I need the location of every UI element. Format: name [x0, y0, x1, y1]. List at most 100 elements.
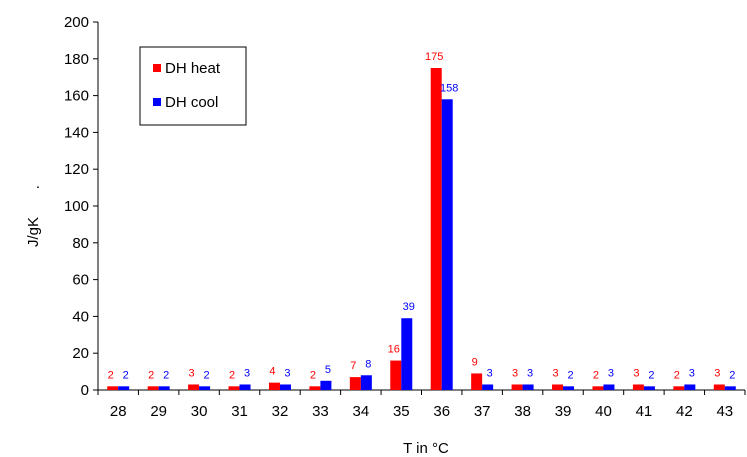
bar-dh-cool: [441, 99, 453, 390]
bar-dh-heat: [430, 68, 442, 390]
data-label-dh-heat: 3: [714, 367, 720, 379]
data-label-dh-cool: 2: [729, 369, 735, 381]
data-label-dh-heat: 2: [310, 369, 316, 381]
bar-dh-cool: [603, 384, 615, 390]
y-tick-label: 140: [64, 124, 89, 141]
bars: [107, 68, 736, 390]
data-label-dh-heat: 3: [512, 367, 518, 379]
data-label-dh-heat: 7: [350, 360, 356, 372]
y-tick-label: 40: [72, 308, 89, 325]
y-tick-label: 20: [72, 345, 89, 362]
data-label-dh-heat: 2: [229, 369, 235, 381]
data-label-dh-cool: 3: [284, 367, 290, 379]
y-tick-label: 60: [72, 272, 89, 289]
x-tick-label: 40: [595, 403, 612, 420]
data-label-dh-heat: 2: [108, 369, 114, 381]
data-label-dh-cool: 3: [244, 367, 250, 379]
y-axis-title: J/gK: [25, 217, 42, 247]
bar-dh-cool: [563, 386, 575, 390]
x-tick-label: 33: [312, 403, 329, 420]
x-tick-label: 30: [191, 403, 208, 420]
legend-label-dh-cool: DH cool: [165, 94, 218, 111]
data-label-dh-cool: 2: [567, 369, 573, 381]
data-label-dh-cool: 8: [365, 358, 371, 370]
bar-dh-heat: [632, 384, 644, 390]
bar-dh-cool: [279, 384, 291, 390]
x-tick-label: 31: [231, 403, 248, 420]
bar-dh-cool: [118, 386, 130, 390]
y-tick-label: 100: [64, 198, 89, 215]
x-tick-label: 29: [150, 403, 167, 420]
x-axis-title: T in °C: [403, 440, 449, 457]
bar-dh-heat: [349, 377, 361, 390]
data-label-dh-heat: 2: [148, 369, 154, 381]
bar-dh-heat: [713, 384, 725, 390]
bar-dh-heat: [511, 384, 523, 390]
x-tick-label: 43: [716, 403, 733, 420]
data-label-dh-heat: 2: [593, 369, 599, 381]
data-label-dh-heat: 175: [425, 51, 443, 63]
y-tick-label: 180: [64, 51, 89, 68]
bar-dh-cool: [522, 384, 534, 390]
bar-dh-heat: [107, 386, 119, 390]
x-tick-label: 37: [474, 403, 491, 420]
data-label-dh-cool: 2: [123, 369, 129, 381]
bar-dh-heat: [390, 360, 402, 390]
data-label-dh-cool: 2: [163, 369, 169, 381]
bar-dh-heat: [309, 386, 321, 390]
data-label-dh-cool: 158: [440, 82, 458, 94]
bar-dh-heat: [268, 382, 280, 390]
bar-dh-cool: [320, 380, 332, 390]
data-label-dh-heat: 3: [552, 367, 558, 379]
legend: DH heat DH cool: [139, 46, 247, 126]
x-tick-label: 41: [636, 403, 653, 420]
data-label-dh-cool: 2: [204, 369, 210, 381]
legend-box: [139, 46, 247, 126]
data-label-dh-cool: 39: [403, 301, 415, 313]
bar-dh-cool: [401, 318, 413, 390]
bar-dh-cool: [482, 384, 494, 390]
data-label-dh-cool: 5: [325, 364, 331, 376]
bar-dh-cool: [684, 384, 696, 390]
data-label-dh-heat: 9: [472, 356, 478, 368]
bar-dh-heat: [552, 384, 564, 390]
bar-dh-heat: [228, 386, 240, 390]
bar-dh-cool: [158, 386, 170, 390]
bar-dh-cool: [643, 386, 655, 390]
x-tick-label: 39: [555, 403, 572, 420]
legend-swatch-dh-cool: [153, 98, 161, 106]
data-label-dh-cool: 3: [487, 367, 493, 379]
x-tick-label: 34: [353, 403, 370, 420]
x-tick-label: 36: [433, 403, 450, 420]
data-label-dh-heat: 3: [633, 367, 639, 379]
y-tick-label: 120: [64, 161, 89, 178]
data-label-dh-cool: 2: [648, 369, 654, 381]
data-label-dh-cool: 3: [608, 367, 614, 379]
y-tick-label: 200: [64, 14, 89, 31]
legend-swatch-dh-heat: [153, 64, 161, 72]
data-label-dh-heat: 4: [269, 366, 275, 378]
bar-dh-cool: [199, 386, 211, 390]
x-tick-label: 42: [676, 403, 693, 420]
bar-dh-heat: [471, 373, 483, 390]
x-tick-label: 35: [393, 403, 410, 420]
bar-dh-heat: [673, 386, 685, 390]
x-tick-label: 38: [514, 403, 531, 420]
bar-dh-heat: [188, 384, 200, 390]
data-label-dh-heat: 16: [388, 344, 400, 356]
y-tick-label: 160: [64, 88, 89, 105]
data-label-dh-heat: 3: [189, 367, 195, 379]
data-label-dh-cool: 3: [527, 367, 533, 379]
x-tick-label: 32: [272, 403, 289, 420]
bar-dh-heat: [592, 386, 604, 390]
bar-dh-cool: [239, 384, 251, 390]
x-tick-label: 28: [110, 403, 127, 420]
bar-dh-heat: [147, 386, 159, 390]
data-label-dh-cool: 3: [689, 367, 695, 379]
legend-label-dh-heat: DH heat: [165, 60, 221, 77]
bar-dh-cool: [360, 375, 372, 390]
bar-dh-cool: [724, 386, 736, 390]
y-tick-label: 0: [81, 382, 89, 399]
